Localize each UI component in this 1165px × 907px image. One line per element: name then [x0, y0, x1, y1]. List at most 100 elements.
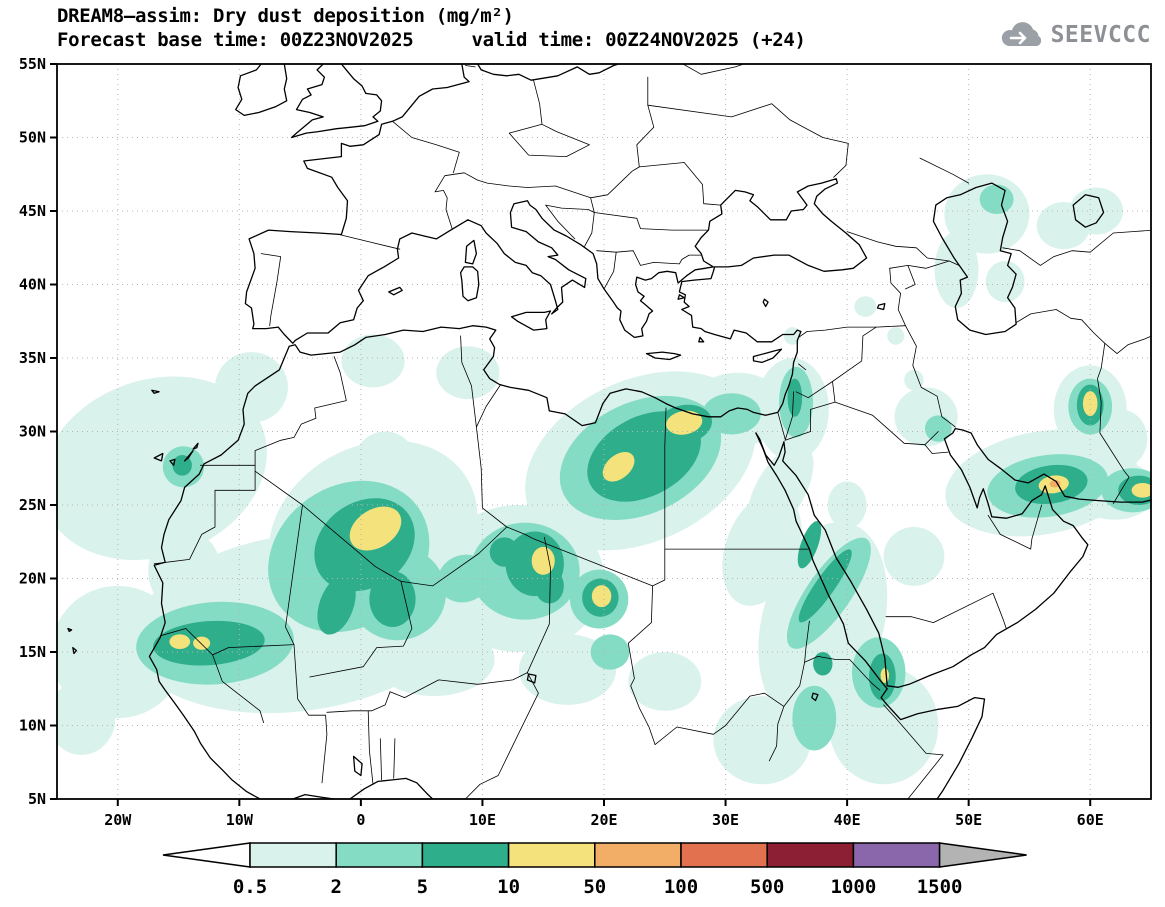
dust-contour-blob: [57, 681, 116, 755]
colorbar-tick-label: 0.5: [233, 876, 267, 898]
plot-title: DREAM8–assim: Dry dust deposition (mg/m²…: [57, 5, 514, 27]
lat-label: 15N: [19, 643, 46, 661]
dust-contour-blob: [628, 652, 702, 711]
colorbar-above-arrow: [938, 842, 1027, 868]
lat-label: 40N: [19, 276, 46, 294]
colorbar-segment: [680, 842, 768, 868]
dust-contour-blob: [489, 537, 519, 567]
dust-contour-blob: [349, 506, 402, 551]
lon-label: 10W: [226, 811, 254, 829]
dust-contour-blob: [373, 622, 495, 697]
dust-contour-blob: [924, 415, 952, 442]
dust-contour-blob: [591, 585, 612, 608]
lat-label: 50N: [19, 129, 46, 147]
dust-contour-blob: [1082, 391, 1098, 417]
lat-label: 20N: [19, 570, 46, 588]
dust-fill-layer: [57, 174, 1151, 785]
dust-contour-blob: [798, 549, 852, 623]
colorbar-tick-label: 10: [497, 876, 520, 898]
dust-contour-blob: [904, 369, 924, 391]
lat-label: 10N: [19, 717, 46, 735]
dust-contour-blob: [747, 444, 814, 537]
colorbar-tick-label: 2: [330, 876, 341, 898]
dust-contour-blob: [934, 231, 979, 309]
dust-contour-blob: [1049, 479, 1061, 488]
seevccc-logo: SEEVCCC: [997, 20, 1151, 50]
colorbar-segment: [766, 842, 855, 868]
lat-label: 5N: [28, 790, 46, 808]
country-borders-layer: [153, 64, 1151, 799]
dust-contour-blob: [979, 184, 1014, 214]
colorbar: 0.5 2 5 10 50 100 500 1000 1500: [162, 842, 1027, 898]
dust-contour-blob: [437, 554, 491, 603]
colorbar-segment: [421, 842, 510, 868]
dust-contour-blob: [602, 451, 635, 482]
dust-contour-blob: [1069, 187, 1124, 235]
lon-label: 30E: [712, 811, 739, 829]
colorbar-segment: [594, 842, 682, 868]
colorbar-tick-label: 1500: [917, 876, 963, 898]
dust-contour-blob: [354, 431, 416, 491]
dust-contour-blob: [341, 334, 405, 388]
dust-contour-blob: [1131, 482, 1151, 498]
dust-contour-blob: [666, 410, 703, 435]
colorbar-segment: [249, 842, 337, 868]
dust-contour-blob: [783, 327, 801, 345]
lat-label: 30N: [19, 423, 46, 441]
dust-contour-blob: [887, 327, 905, 345]
forecast-base-time: Forecast base time: 00Z23NOV2025: [57, 29, 414, 51]
map-area: [57, 64, 1151, 799]
colorbar-segment: [507, 842, 596, 868]
colorbar-segment: [852, 842, 941, 868]
dust-contour-blob: [215, 352, 288, 423]
dust-contour-blob: [317, 575, 356, 635]
dust-contour-blob: [590, 634, 630, 670]
lon-label: 40E: [834, 811, 861, 829]
colorbar-tick-label: 1000: [831, 876, 877, 898]
dust-contour-blob: [854, 296, 877, 317]
lon-label: 20E: [590, 811, 617, 829]
lon-label: 20W: [104, 811, 132, 829]
axis-labels: 55N 50N 45N 40N 35N 30N 25N 20N 15N 10N 5N 20W 10W 0 1…: [19, 55, 1104, 829]
dust-contour-blob: [880, 668, 890, 683]
lon-label: 60E: [1077, 811, 1104, 829]
dust-contour-blob: [436, 346, 500, 400]
lat-label: 25N: [19, 496, 46, 514]
dust-contour-blob: [702, 393, 761, 435]
dust-contour-blob: [797, 521, 822, 569]
dust-contour-blob: [148, 529, 222, 613]
coastlines-layer: [67, 64, 1151, 799]
dust-contour-blob: [713, 696, 811, 785]
lat-label: 45N: [19, 202, 46, 220]
colorbar-segment: [335, 842, 424, 868]
plot-subtitle: Forecast base time: 00Z23NOV2025 valid ti…: [57, 28, 806, 52]
logo-text: SEEVCCC: [1050, 22, 1151, 48]
dust-contour-blob: [792, 685, 837, 751]
colorbar-tick-label: 100: [664, 876, 698, 898]
dust-contour-blob: [985, 260, 1025, 303]
dust-contour-blob: [787, 378, 803, 417]
cloud-icon: [1001, 22, 1041, 47]
dust-contour-blob: [57, 376, 267, 561]
dust-contour-blob: [534, 568, 564, 604]
dust-contour-blob: [169, 634, 191, 650]
lon-label: 10E: [469, 811, 496, 829]
valid-time: valid time: 00Z24NOV2025 (+24): [471, 29, 806, 51]
lon-label: 50E: [955, 811, 982, 829]
lat-label: 35N: [19, 349, 46, 367]
lon-label: 0: [356, 811, 365, 829]
dust-contour-blob: [813, 652, 833, 676]
dust-contour-blob: [894, 387, 958, 447]
dust-contour-blob: [172, 455, 192, 476]
plot-titles: DREAM8–assim: Dry dust deposition (mg/m²…: [57, 4, 806, 52]
colorbar-tick-label: 5: [417, 876, 428, 898]
dust-contour-blob: [1093, 409, 1148, 469]
dust-contour-blob: [828, 666, 939, 785]
lat-label: 55N: [19, 55, 46, 73]
dust-contour-blob: [369, 571, 416, 628]
colorbar-tick-label: 50: [583, 876, 606, 898]
dust-contour-blob: [883, 527, 945, 586]
colorbar-tick-label: 500: [750, 876, 784, 898]
